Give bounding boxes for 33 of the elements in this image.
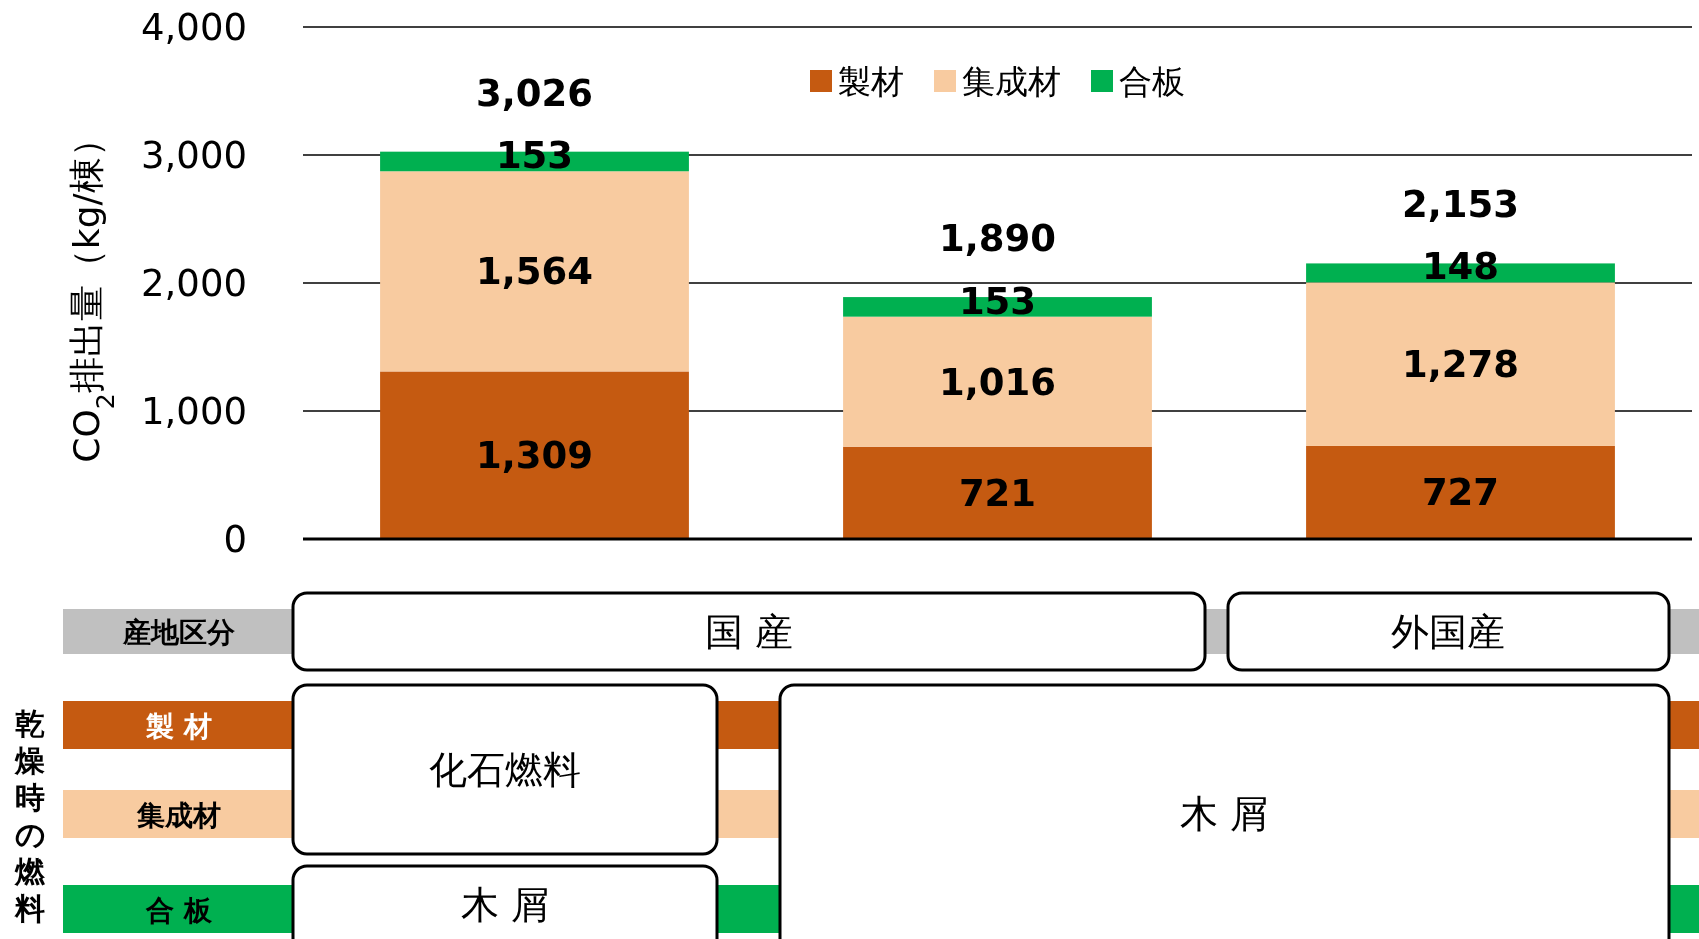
text: 外国産	[1391, 610, 1505, 654]
total-label: 1,890	[938, 217, 1057, 261]
y-tick-label: 4,000	[141, 6, 247, 49]
text: 製 材	[145, 710, 212, 743]
data-label: 1,016	[938, 360, 1057, 404]
data-label: 1,278	[1401, 343, 1520, 387]
bar	[380, 171, 689, 372]
text: 木 屑	[1179, 792, 1269, 836]
bar	[1306, 282, 1615, 446]
y-tick-label: 2,000	[141, 262, 247, 305]
bar	[1306, 445, 1615, 539]
y-tick-label: 3,000	[141, 134, 247, 177]
text: 国 産	[704, 610, 794, 654]
bar	[843, 316, 1152, 447]
text: 乾燥時の燃料	[14, 705, 46, 927]
text: 集成材	[136, 799, 221, 832]
data-label: 1,564	[475, 250, 594, 294]
text: 化石燃料	[429, 748, 581, 792]
text: 木 屑	[460, 883, 550, 927]
legend-label: 合板	[1119, 62, 1185, 101]
bar	[843, 446, 1152, 539]
y-tick-label: 0	[223, 518, 247, 561]
legend-label: 製材	[838, 62, 904, 101]
legend-label: 集成材	[962, 62, 1061, 101]
total-label: 3,026	[475, 71, 594, 115]
data-label: 727	[1421, 471, 1500, 515]
text: 合 板	[145, 894, 213, 927]
y-tick-label: 1,000	[141, 390, 247, 433]
bar	[380, 371, 689, 539]
total-label: 2,153	[1401, 183, 1520, 227]
data-label: 721	[958, 471, 1037, 515]
data-label: 1,309	[475, 434, 594, 478]
text: 産地区分	[122, 616, 236, 649]
